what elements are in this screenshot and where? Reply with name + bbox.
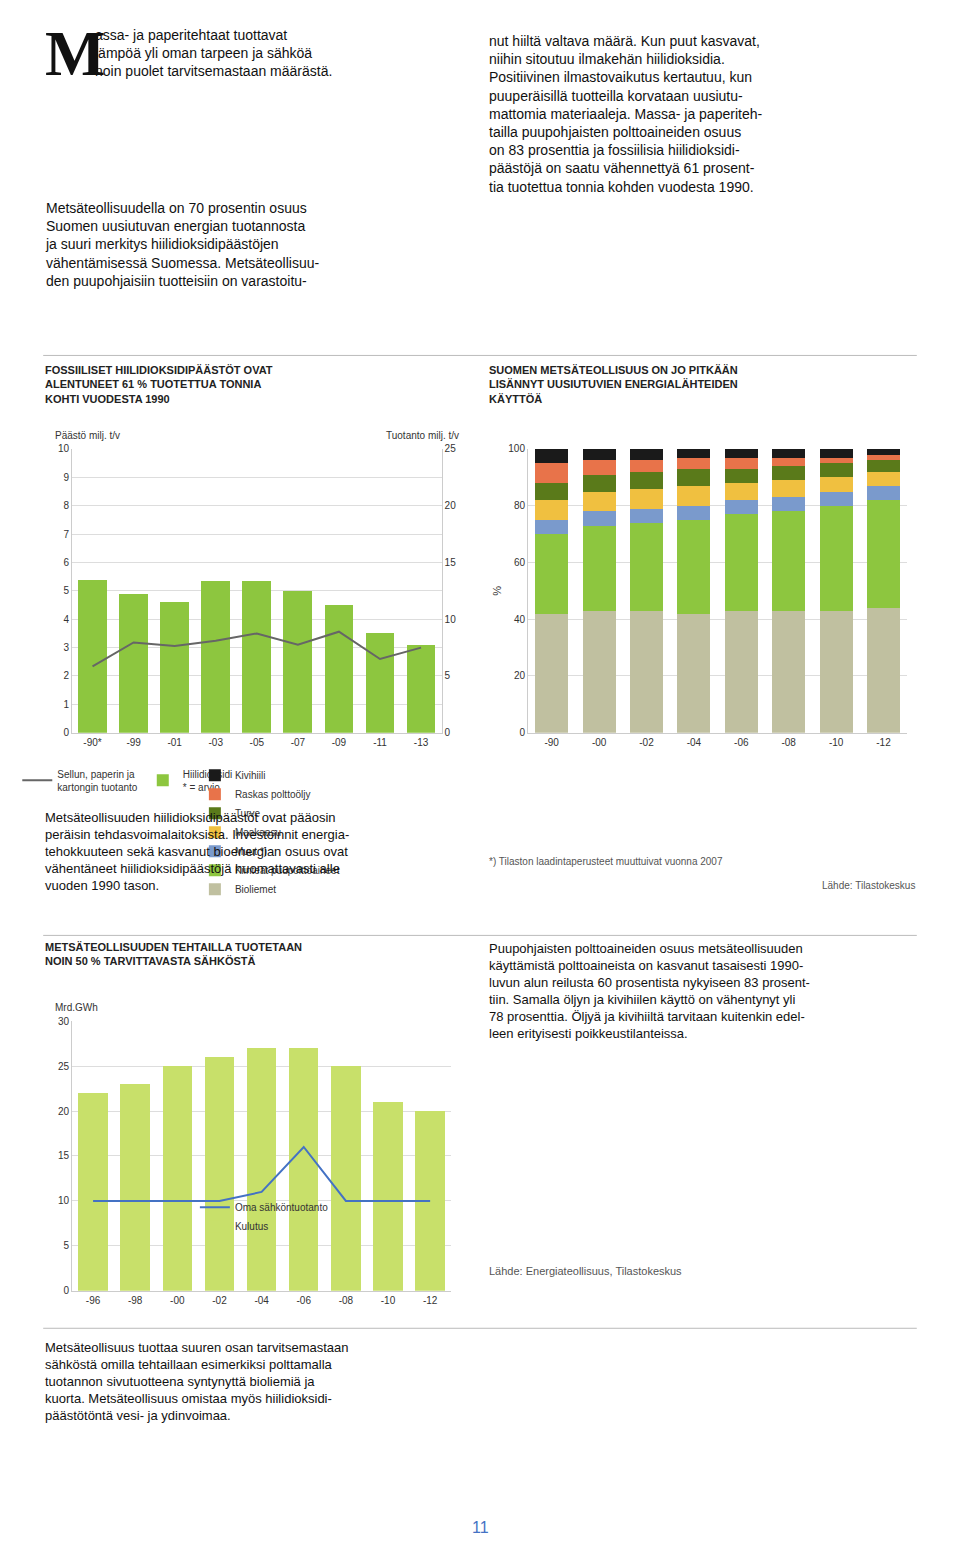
svg-text:0: 0 [519, 727, 525, 738]
svg-text:Sellun, paperin jakartongin tu: Sellun, paperin jakartongin tuotanto [57, 769, 137, 793]
svg-text:Raskas polttoöljy: Raskas polttoöljy [235, 789, 311, 800]
svg-text:Lähde: Energiateollisuus, Tila: Lähde: Energiateollisuus, Tilastokeskus [489, 1265, 682, 1277]
svg-text:2: 2 [63, 670, 69, 681]
svg-text:-08: -08 [339, 1295, 354, 1306]
svg-text:15: 15 [445, 557, 457, 568]
svg-text:5: 5 [63, 585, 69, 596]
svg-text:20: 20 [514, 670, 526, 681]
svg-text:0: 0 [445, 727, 451, 738]
svg-text:5: 5 [445, 670, 451, 681]
svg-text:0: 0 [63, 727, 69, 738]
svg-text:nut hiiltä valtava määrä. Kun: nut hiiltä valtava määrä. Kun puut kasva… [489, 33, 762, 195]
svg-text:-06: -06 [297, 1295, 312, 1306]
svg-text:Lähde: Tilastokeskus: Lähde: Tilastokeskus [822, 880, 915, 891]
svg-text:40: 40 [514, 614, 526, 625]
svg-text:Kiinteät puupolttoaineet: Kiinteät puupolttoaineet [235, 865, 340, 876]
svg-text:10: 10 [58, 443, 70, 454]
svg-text:Mrd.GWh: Mrd.GWh [55, 1002, 98, 1013]
svg-text:8: 8 [63, 500, 69, 511]
svg-text:Turve: Turve [235, 808, 261, 819]
svg-text:60: 60 [514, 557, 526, 568]
svg-text:-01: -01 [167, 737, 182, 748]
svg-text:-90*: -90* [83, 737, 101, 748]
svg-text:-90: -90 [544, 737, 559, 748]
svg-text:-02: -02 [639, 737, 654, 748]
svg-text:25: 25 [445, 443, 457, 454]
svg-text:9: 9 [63, 472, 69, 483]
svg-text:-10: -10 [829, 737, 844, 748]
svg-text:-99: -99 [126, 737, 141, 748]
svg-text:METSÄTEOLLISUUDEN TEHTAILLA TU: METSÄTEOLLISUUDEN TEHTAILLA TUOTETAANNOI… [45, 941, 302, 967]
svg-text:Metsäteollisuuden hiilidioksid: Metsäteollisuuden hiilidioksidipäästöt o… [45, 810, 349, 893]
svg-text:30: 30 [58, 1016, 70, 1027]
svg-text:Bioliemet: Bioliemet [235, 884, 276, 895]
svg-text:FOSSIILISET HIILIDIOKSIDIPÄÄST: FOSSIILISET HIILIDIOKSIDIPÄÄSTÖT OVATALE… [45, 364, 273, 405]
svg-text:-96: -96 [86, 1295, 101, 1306]
svg-text:20: 20 [445, 500, 457, 511]
svg-text:%: % [491, 586, 503, 596]
svg-text:-05: -05 [250, 737, 265, 748]
svg-text:6: 6 [63, 557, 69, 568]
svg-text:7: 7 [63, 529, 69, 540]
svg-text:M: M [45, 18, 105, 89]
svg-text:1: 1 [63, 699, 69, 710]
svg-text:Kulutus: Kulutus [235, 1221, 268, 1232]
svg-text:-02: -02 [212, 1295, 227, 1306]
svg-text:-00: -00 [592, 737, 607, 748]
svg-text:80: 80 [514, 500, 526, 511]
svg-text:20: 20 [58, 1106, 70, 1117]
svg-text:0: 0 [63, 1285, 69, 1296]
svg-text:Metsäteollisuus tuottaa suuren: Metsäteollisuus tuottaa suuren osan tarv… [45, 1340, 349, 1423]
svg-text:11: 11 [472, 1519, 489, 1536]
svg-text:-12: -12 [876, 737, 891, 748]
svg-text:assa- ja paperitehtaat tuottav: assa- ja paperitehtaat tuottavatlämpöä y… [95, 27, 332, 79]
svg-text:-00: -00 [170, 1295, 185, 1306]
svg-text:-06: -06 [734, 737, 749, 748]
svg-text:-04: -04 [254, 1295, 269, 1306]
svg-text:3: 3 [63, 642, 69, 653]
svg-text:-04: -04 [687, 737, 702, 748]
svg-text:Metsäteollisuudella on 70 pros: Metsäteollisuudella on 70 prosentin osuu… [45, 200, 319, 289]
svg-text:*) Tilaston laadintaperusteet: *) Tilaston laadintaperusteet muuttuivat… [489, 856, 723, 867]
svg-text:25: 25 [58, 1061, 70, 1072]
svg-text:Päästö milj. t/v: Päästö milj. t/v [55, 430, 120, 441]
svg-text:Maakaasu: Maakaasu [235, 827, 281, 838]
svg-text:SUOMEN METSÄTEOLLISUUS ON JO P: SUOMEN METSÄTEOLLISUUS ON JO PITKÄÄNLISÄ… [489, 364, 738, 405]
svg-text:Muut *): Muut *) [235, 846, 267, 857]
svg-text:10: 10 [445, 614, 457, 625]
svg-text:100: 100 [508, 443, 525, 454]
svg-text:Oma sähköntuotanto: Oma sähköntuotanto [235, 1202, 328, 1213]
svg-text:Puupohjaisten polttoaineiden o: Puupohjaisten polttoaineiden osuus metsä… [489, 941, 810, 1041]
svg-text:-12: -12 [423, 1295, 438, 1306]
svg-text:-11: -11 [373, 737, 387, 748]
svg-text:5: 5 [63, 1240, 69, 1251]
svg-text:Tuotanto milj. t/v: Tuotanto milj. t/v [386, 430, 459, 441]
svg-text:Kivihiili: Kivihiili [235, 770, 266, 781]
svg-text:-08: -08 [781, 737, 796, 748]
svg-text:10: 10 [58, 1195, 70, 1206]
svg-text:-13: -13 [414, 737, 429, 748]
svg-text:15: 15 [58, 1150, 70, 1161]
svg-text:-03: -03 [209, 737, 224, 748]
svg-text:-98: -98 [128, 1295, 143, 1306]
svg-text:-10: -10 [381, 1295, 396, 1306]
svg-text:4: 4 [63, 614, 69, 625]
svg-text:Hiilidioksidi* = arvio: Hiilidioksidi* = arvio [183, 769, 232, 793]
svg-text:-09: -09 [332, 737, 347, 748]
svg-text:-07: -07 [291, 737, 306, 748]
